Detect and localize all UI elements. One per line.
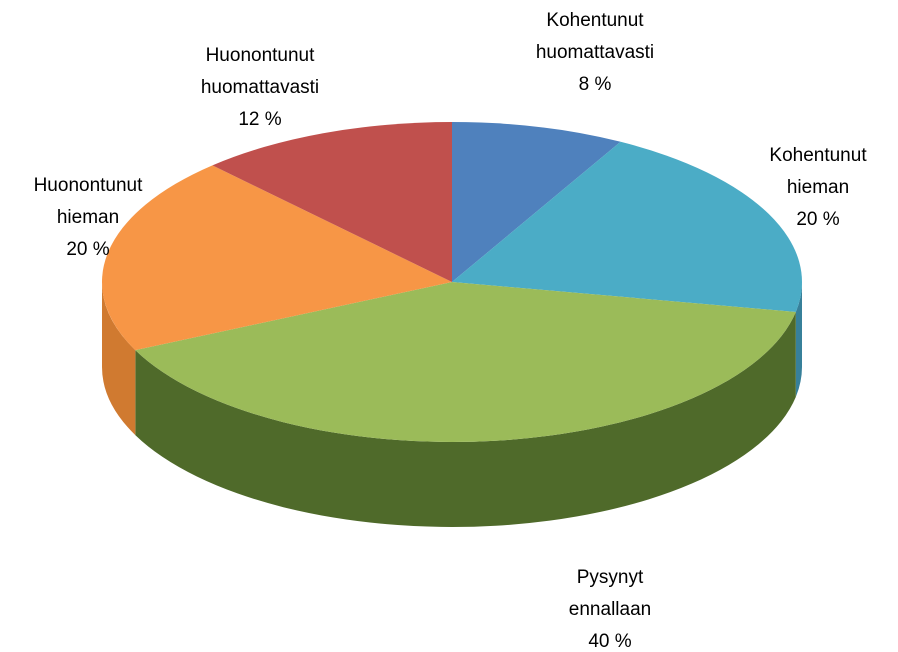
data-label: Pysynyt ennallaan 40 % (569, 562, 651, 652)
data-label: Huonontunut hieman 20 % (34, 170, 143, 266)
data-label: Kohentunut hieman 20 % (769, 140, 866, 236)
slice (452, 122, 621, 282)
slice-side (102, 282, 136, 436)
slice (212, 122, 452, 282)
data-label: Huonontunut huomattavasti 12 % (201, 40, 319, 136)
value-label: 40 % (588, 631, 632, 652)
category-label: Kohentunut huomattavasti (535, 10, 655, 63)
data-label: Kohentunut huomattavasti 8 % (536, 5, 654, 101)
slice-side (795, 282, 802, 397)
slice (101, 165, 452, 351)
value-label: 20 % (66, 239, 110, 260)
value-label: 12 % (238, 109, 282, 130)
category-label: Pysynyt ennallaan (568, 567, 652, 620)
value-label: 8 % (578, 74, 612, 95)
category-label: Huonontunut hieman (33, 175, 143, 228)
slice (135, 282, 796, 442)
category-label: Kohentunut hieman (769, 145, 867, 198)
category-label: Huonontunut huomattavasti (200, 45, 320, 98)
slice (452, 141, 803, 312)
value-label: 20 % (796, 209, 840, 230)
slice-side (135, 311, 796, 528)
